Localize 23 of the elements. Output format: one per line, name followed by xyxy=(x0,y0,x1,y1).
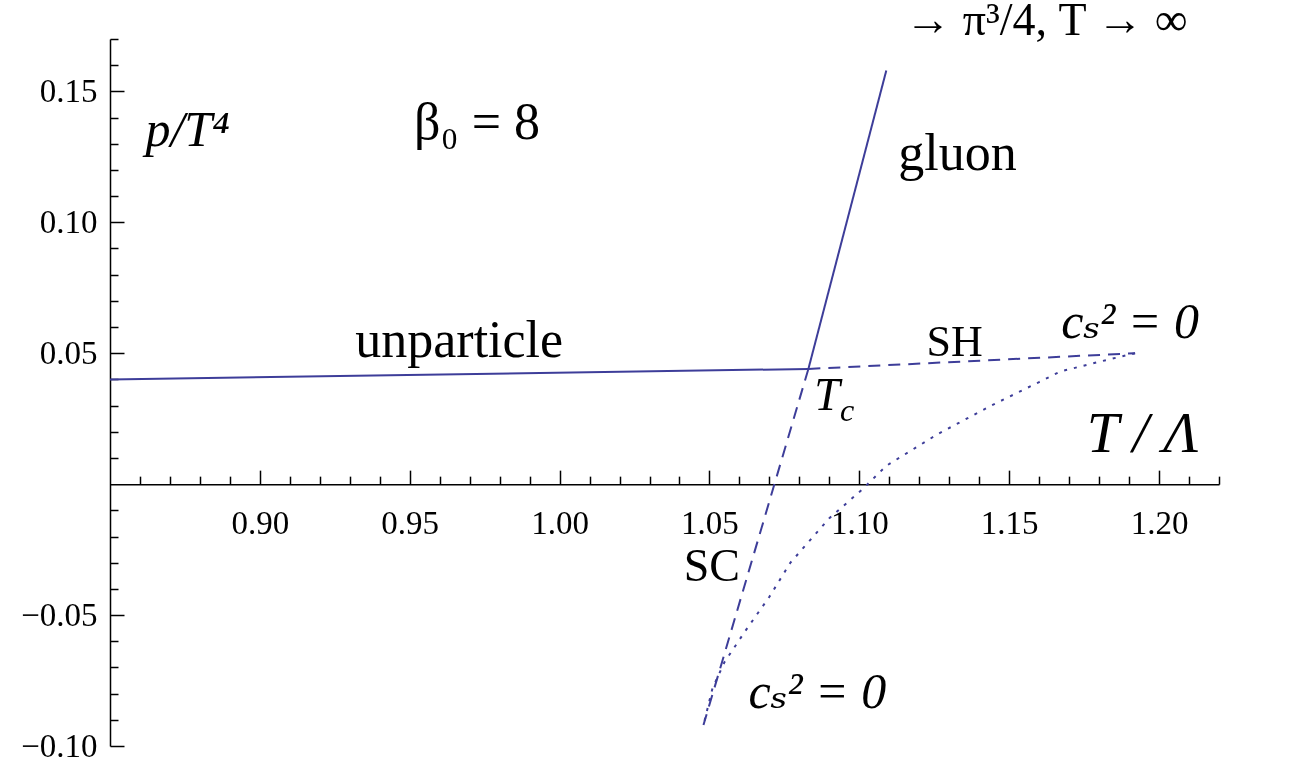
series-label: SC xyxy=(683,539,740,591)
annotation: cₛ² = 0 xyxy=(1061,293,1199,350)
annotation: → π³/4, T → ∞ xyxy=(905,0,1188,46)
x-tick-label: 1.15 xyxy=(980,504,1039,541)
series-label: gluon xyxy=(898,123,1017,181)
x-tick-label: 0.90 xyxy=(231,504,290,541)
y-tick-label: 0.05 xyxy=(39,334,98,371)
x-tick-label: 0.95 xyxy=(381,504,440,541)
y-axis-title: p/T⁴ xyxy=(142,100,230,157)
annotation: cₛ² = 0 xyxy=(748,663,887,720)
y-tick-label: −0.10 xyxy=(21,727,98,761)
y-tick-label: −0.05 xyxy=(21,596,98,633)
annotation: T$_{c}$ xyxy=(814,368,855,429)
annotation: β₀ = 8 xyxy=(414,93,540,150)
x-axis-title: T / Λ xyxy=(1086,399,1199,465)
x-tick-label: 1.00 xyxy=(531,504,589,541)
series-label: SH xyxy=(926,317,983,367)
x-tick-label: 1.20 xyxy=(1130,504,1189,541)
x-tick-label: 1.10 xyxy=(830,504,889,541)
x-tick-label: 1.05 xyxy=(681,504,739,541)
y-tick-label: 0.10 xyxy=(39,203,98,240)
y-tick-label: 0.15 xyxy=(39,72,98,109)
series-label: unparticle xyxy=(355,311,564,369)
